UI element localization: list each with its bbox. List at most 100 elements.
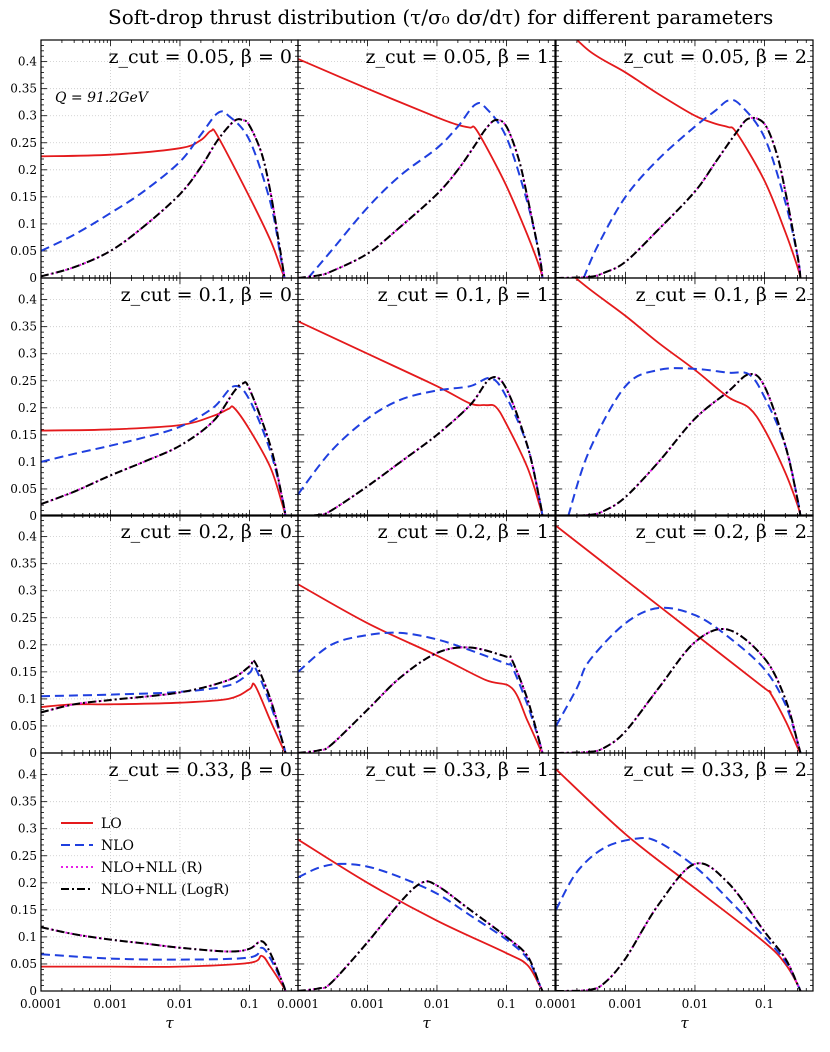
series-nlo: [582, 98, 802, 278]
panel-3: z_cut = 0.05, β = 2: [555, 39, 814, 279]
series-lo: [298, 838, 544, 991]
series-nlo-nll-r: [556, 862, 802, 991]
y-tick-label: 0.15: [10, 190, 37, 204]
series-nlo-nll-r: [556, 628, 802, 753]
panel-frame: [555, 514, 814, 754]
panel-label: z_cut = 0.2, β = 1: [378, 521, 549, 543]
ticks: [297, 752, 556, 992]
panel-label: z_cut = 0.33, β = 1: [366, 759, 549, 781]
y-tick-label: 0.25: [10, 849, 37, 863]
panel-frame: [297, 277, 556, 517]
panel-11: z_cut = 0.33, β = 1 0.0001 0.001 0.01 0.1 τ: [277, 752, 556, 1032]
series-nlo-nll-logr: [298, 880, 544, 991]
series-lo: [556, 525, 802, 753]
series-lo: [41, 405, 287, 516]
y-tick-label: 0: [29, 509, 37, 523]
panel-8: z_cut = 0.2, β = 1: [297, 514, 556, 754]
ticks: [297, 514, 556, 754]
ticks: [40, 514, 299, 754]
series-lo: [41, 128, 286, 278]
panel-frame: [555, 752, 814, 992]
series-nlo: [298, 862, 544, 991]
series-lo: [574, 278, 802, 516]
x-axis-label: τ: [165, 1014, 174, 1032]
y-tick-label: 0.05: [10, 719, 37, 733]
y-tick-label: 0.15: [10, 903, 37, 917]
y-tick-label: 0: [29, 271, 37, 285]
series-lo: [41, 682, 287, 753]
panel-10: z_cut = 0.33, β = 0 0 0.05 0.1 0.15 0.2 0.25 0.…: [10, 752, 299, 1032]
x-tick-label: 0.1: [755, 997, 774, 1011]
panel-label: z_cut = 0.1, β = 0: [121, 284, 292, 306]
panel-label: z_cut = 0.2, β = 2: [636, 521, 807, 543]
series-nlo-nll-r: [41, 381, 287, 516]
grid: [555, 515, 813, 753]
y-tick-label: 0.05: [10, 957, 37, 971]
series-nlo: [298, 376, 544, 516]
panel-7: z_cut = 0.2, β = 0 0 0.05 0.1 0.15 0.2 0.25 0.3…: [10, 514, 299, 760]
legend-label: NLO+NLL (R): [101, 860, 203, 876]
grid: [40, 278, 298, 516]
panel-label: z_cut = 0.33, β = 2: [624, 759, 807, 781]
y-tick-label: 0.2: [18, 163, 37, 177]
y-tick-label: 0.1: [18, 930, 37, 944]
y-tick-label: 0.35: [10, 82, 37, 96]
panels: z_cut = 0.05, β = 0 0 0.05 0.1 0.15 0.2 0.25 0.…: [10, 39, 814, 1032]
y-tick-label: 0.25: [10, 374, 37, 388]
x-axis-label: τ: [422, 1014, 431, 1032]
series-nlo: [556, 606, 802, 753]
ticks: [555, 39, 814, 279]
panel-label: z_cut = 0.33, β = 0: [109, 759, 292, 781]
x-tick-label: 0.1: [240, 997, 259, 1011]
grid: [40, 40, 298, 278]
series-nlo-nll-logr: [298, 376, 544, 516]
y-tick-label: 0.05: [10, 244, 37, 258]
curves: [556, 40, 802, 278]
ticks: [555, 514, 814, 754]
grid: [297, 278, 555, 516]
x-tick-label: 0.01: [682, 997, 709, 1011]
x-tick-label: 0.01: [167, 997, 194, 1011]
series-nlo-nll-logr: [298, 118, 544, 278]
y-tick-label: 0.3: [18, 109, 37, 123]
series-nlo-nll-logr: [556, 116, 802, 278]
curves: [298, 320, 544, 516]
ticks: [40, 277, 299, 517]
series-nlo: [41, 110, 286, 278]
panel-2: z_cut = 0.05, β = 1: [297, 39, 556, 279]
y-tick-label: 0.3: [18, 347, 37, 361]
y-tick-label: 0.4: [18, 55, 37, 69]
series-lo: [298, 583, 544, 753]
series-nlo: [41, 946, 287, 991]
y-tick-label: 0.35: [10, 320, 37, 334]
panel-frame: [40, 39, 299, 279]
y-tick-label: 0.4: [18, 530, 37, 544]
series-nlo-nll-logr: [41, 926, 287, 991]
series-lo: [298, 58, 544, 278]
y-tick-label: 0.15: [10, 428, 37, 442]
curves: [298, 838, 544, 991]
y-tick-label: 0.3: [18, 584, 37, 598]
series-nlo-nll-r: [298, 646, 544, 753]
y-tick-label: 0.35: [10, 795, 37, 809]
panel-label: z_cut = 0.05, β = 2: [624, 46, 807, 68]
curves: [41, 381, 287, 516]
ticks: [40, 39, 299, 279]
curves: [41, 110, 286, 278]
series-lo: [575, 40, 802, 278]
grid: [555, 40, 813, 278]
curves: [556, 525, 802, 753]
series-nlo-nll-logr: [298, 646, 544, 753]
energy-annotation: Q = 91.2GeV: [55, 90, 150, 106]
panel-frame: [40, 277, 299, 517]
y-tick-label: 0.15: [10, 665, 37, 679]
series-nlo-nll-logr: [41, 659, 287, 753]
panel-frame: [297, 514, 556, 754]
curves: [41, 926, 287, 991]
ticks: [555, 277, 814, 517]
x-tick-label: 0.001: [93, 997, 127, 1011]
y-tick-label: 0.2: [18, 876, 37, 890]
series-nlo: [298, 631, 544, 753]
x-tick-label: 0.0001: [20, 997, 62, 1011]
